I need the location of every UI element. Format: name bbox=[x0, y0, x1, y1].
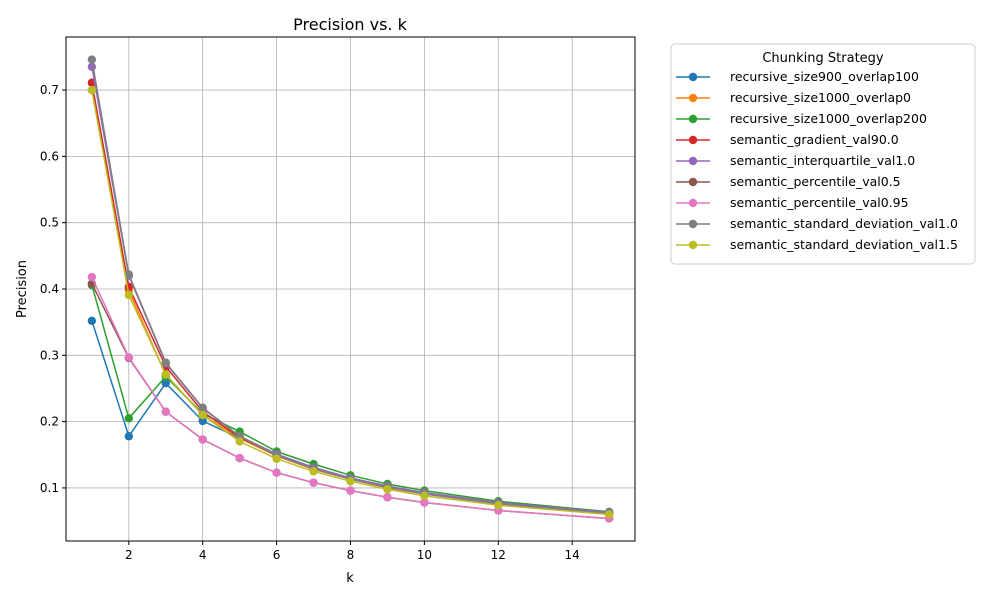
x-tick-label: 4 bbox=[199, 548, 207, 562]
series-line bbox=[91, 276, 610, 520]
series-semantic_standard_deviation_val1.5 bbox=[87, 85, 614, 519]
legend-label: recursive_size1000_overlap0 bbox=[730, 90, 911, 105]
data-point bbox=[272, 454, 281, 463]
legend-item: recursive_size900_overlap100 bbox=[676, 69, 919, 84]
data-point bbox=[383, 493, 392, 502]
y-tick-label: 0.4 bbox=[40, 282, 59, 296]
series-layer bbox=[87, 55, 614, 523]
legend-label: semantic_standard_deviation_val1.0 bbox=[730, 216, 958, 231]
legend-swatch-marker bbox=[688, 72, 698, 82]
data-point bbox=[87, 316, 97, 326]
y-axis-label: Precision bbox=[15, 260, 30, 318]
data-point bbox=[124, 290, 134, 300]
legend-swatch-marker bbox=[688, 240, 698, 250]
data-point bbox=[494, 500, 503, 510]
legend-label: semantic_interquartile_val1.0 bbox=[730, 153, 915, 168]
legend-item: semantic_interquartile_val1.0 bbox=[676, 153, 915, 168]
data-point bbox=[87, 55, 97, 64]
legend-swatch-marker bbox=[688, 219, 698, 229]
data-point bbox=[87, 85, 97, 95]
data-point bbox=[309, 467, 318, 476]
y-tick-label: 0.3 bbox=[40, 348, 59, 362]
legend-swatch-marker bbox=[688, 177, 698, 187]
series-line bbox=[91, 59, 610, 515]
data-point bbox=[346, 477, 355, 486]
legend-label: semantic_gradient_val90.0 bbox=[730, 132, 899, 147]
data-point bbox=[161, 407, 170, 416]
legend-items: recursive_size900_overlap100 recursive_si… bbox=[676, 69, 958, 252]
data-point bbox=[124, 432, 134, 441]
y-tick-label: 0.6 bbox=[40, 149, 59, 163]
chart-title: Precision vs. k bbox=[293, 15, 407, 34]
data-point bbox=[124, 353, 134, 362]
legend-label: recursive_size900_overlap100 bbox=[730, 69, 919, 84]
legend-item: semantic_standard_deviation_val1.0 bbox=[676, 216, 958, 231]
data-point bbox=[198, 410, 207, 420]
data-point bbox=[124, 270, 134, 279]
legend-swatch-marker bbox=[688, 156, 698, 166]
legend: Chunking Strategy recursive_size900_over… bbox=[670, 43, 976, 265]
y-tick-label: 0.2 bbox=[40, 415, 59, 429]
data-point bbox=[124, 414, 134, 423]
data-point bbox=[420, 498, 429, 507]
legend-item: semantic_percentile_val0.5 bbox=[676, 174, 901, 189]
legend-item: recursive_size1000_overlap0 bbox=[676, 90, 911, 105]
data-point bbox=[198, 403, 207, 412]
x-tick-label: 10 bbox=[417, 548, 432, 562]
x-tick-label: 6 bbox=[273, 548, 281, 562]
y-tick-label: 0.1 bbox=[40, 481, 59, 495]
legend-item: semantic_gradient_val90.0 bbox=[676, 132, 899, 147]
data-point bbox=[235, 453, 244, 463]
data-point bbox=[161, 358, 170, 367]
data-point bbox=[272, 468, 281, 477]
legend-label: semantic_percentile_val0.95 bbox=[730, 195, 909, 210]
data-point bbox=[383, 485, 392, 494]
x-tick-label: 12 bbox=[491, 548, 506, 562]
data-point bbox=[420, 491, 429, 501]
legend-label: semantic_standard_deviation_val1.5 bbox=[730, 237, 958, 252]
y-tick-label: 0.7 bbox=[40, 83, 59, 97]
data-point bbox=[198, 416, 207, 426]
data-point bbox=[235, 437, 244, 446]
legend-title: Chunking Strategy bbox=[762, 51, 884, 66]
legend-swatch-marker bbox=[688, 135, 698, 145]
x-tick-label: 14 bbox=[565, 548, 580, 562]
data-point bbox=[87, 272, 97, 282]
data-point bbox=[604, 510, 614, 519]
data-point bbox=[161, 378, 170, 388]
data-point bbox=[346, 486, 355, 495]
y-axis-ticks: 0.1 0.2 0.3 0.4 0.5 0.6 0.7 bbox=[40, 83, 66, 495]
legend-swatch-marker bbox=[688, 93, 698, 103]
series-semantic_percentile_val0.95 bbox=[87, 272, 614, 523]
legend-label: recursive_size1000_overlap200 bbox=[730, 111, 927, 126]
data-point bbox=[161, 370, 170, 379]
legend-label: semantic_percentile_val0.5 bbox=[730, 174, 901, 189]
legend-item: semantic_percentile_val0.95 bbox=[676, 195, 909, 210]
x-axis-label: k bbox=[346, 571, 354, 586]
y-tick-label: 0.5 bbox=[40, 216, 59, 230]
legend-item: semantic_standard_deviation_val1.5 bbox=[676, 237, 958, 252]
x-axis-ticks: 2 4 6 8 10 12 14 bbox=[125, 541, 580, 562]
x-tick-label: 2 bbox=[125, 548, 133, 562]
data-point bbox=[87, 62, 97, 72]
series-line bbox=[91, 89, 610, 516]
legend-item: recursive_size1000_overlap200 bbox=[676, 111, 927, 126]
legend-swatch-marker bbox=[688, 198, 698, 208]
grid bbox=[66, 37, 635, 541]
data-point bbox=[309, 478, 318, 487]
legend-frame bbox=[670, 43, 976, 265]
x-tick-label: 8 bbox=[347, 548, 355, 562]
legend-swatch-marker bbox=[688, 114, 698, 124]
series-line bbox=[91, 284, 610, 513]
data-point bbox=[198, 435, 207, 444]
